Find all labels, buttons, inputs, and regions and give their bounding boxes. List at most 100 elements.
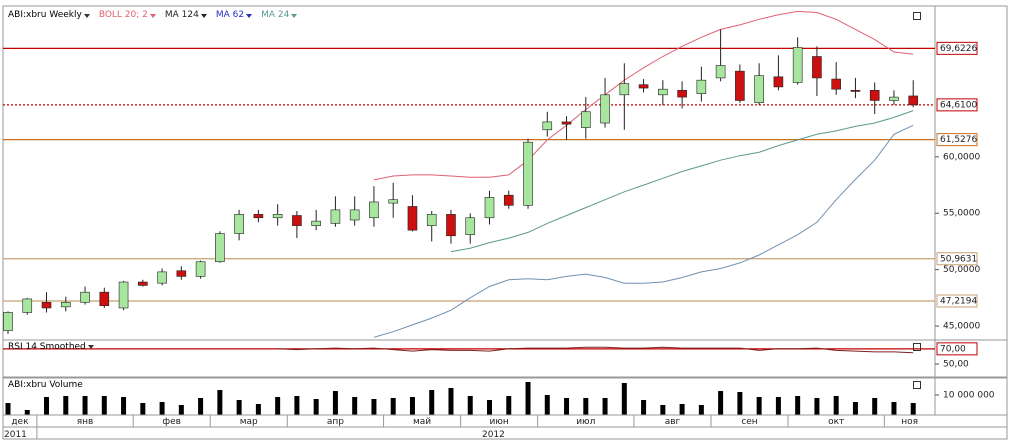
volume-bar [814, 398, 820, 415]
panel-button[interactable] [913, 381, 921, 389]
candle-body [503, 194, 514, 206]
year-label: 2012 [482, 430, 505, 440]
volume-bar [390, 398, 396, 415]
level-box [936, 252, 978, 266]
legend-item[interactable]: BOLL 20; 2 [99, 10, 156, 21]
candle-body [253, 214, 264, 219]
volume-bar [852, 402, 858, 415]
volume-bar [275, 397, 281, 415]
level-label: 69,6226 [940, 44, 977, 54]
volume-bar [718, 391, 724, 415]
level-box [936, 98, 978, 112]
volume-bar [352, 397, 358, 415]
volume-bar [371, 399, 377, 415]
bollinger-lower [373, 124, 914, 338]
candle-body [484, 197, 495, 219]
candle-body [561, 121, 572, 125]
candle-body [869, 90, 880, 101]
legend-item[interactable]: MA 24 [261, 10, 298, 21]
candle-body [715, 65, 726, 79]
volume-bar [5, 403, 11, 415]
level-box [936, 41, 978, 55]
volume-bar [217, 390, 223, 415]
volume-title: ABI:xbru Volume [8, 380, 83, 390]
volume-bar [255, 404, 261, 415]
volume-bar [891, 402, 897, 415]
candle-body [677, 90, 687, 98]
panel-title: ABI:xbru Volume [8, 380, 83, 390]
level-label: 70,00 [940, 344, 966, 354]
level-label: 47,2194 [940, 296, 977, 306]
x-tick-label: сен [741, 417, 757, 427]
volume-bar [872, 398, 878, 415]
volume-bar [63, 396, 69, 415]
volume-bar [833, 396, 839, 415]
candle-body [330, 209, 341, 224]
volume-bar [544, 395, 550, 415]
y-tick-label: 50,00 [943, 360, 969, 370]
candle-body [600, 94, 610, 124]
candle-body [850, 90, 861, 92]
volume-bar [467, 396, 473, 415]
candle-body [272, 214, 283, 219]
volume-bar [24, 410, 30, 415]
candle-body [465, 217, 476, 235]
volume-bar [313, 399, 319, 415]
candle-body [99, 291, 110, 307]
candle-body [407, 206, 418, 231]
candle-body [831, 78, 841, 90]
volume-bar [660, 405, 666, 415]
volume-bar [409, 397, 415, 415]
candle-body [157, 271, 167, 284]
volume-bar [294, 396, 300, 415]
level-label: 64,6100 [940, 100, 977, 110]
volume-bar [737, 392, 743, 415]
x-tick-label: окт [828, 417, 844, 427]
legend-label: MA 24 [261, 10, 290, 20]
level-box [936, 342, 978, 356]
candle-body [60, 302, 71, 308]
y-tick-label: 60,0000 [943, 152, 980, 162]
legend-item[interactable]: MA 62 [215, 10, 253, 21]
x-tick-label: фев [162, 417, 181, 427]
candle-body [619, 83, 630, 96]
level-box [936, 294, 978, 308]
volume-bar [159, 402, 165, 415]
y-tick-label: 10 000 000 [943, 391, 995, 401]
candle-body [658, 88, 668, 96]
volume-bar [698, 405, 704, 415]
candle-body [908, 95, 919, 106]
x-tick-label: май [413, 417, 431, 427]
candle-body [735, 70, 745, 101]
bollinger-upper [373, 10, 914, 181]
volume-bar [178, 405, 184, 415]
legend-label: MA 62 [215, 10, 245, 20]
level-box [936, 133, 978, 147]
volume-bar [602, 398, 608, 415]
panel-button[interactable] [913, 343, 921, 351]
volume-bar [775, 397, 781, 415]
candle-body [580, 111, 591, 128]
volume-bar [910, 403, 916, 415]
candle-body [311, 220, 321, 226]
volume-bar [448, 388, 454, 415]
legend-label: BOLL 20; 2 [98, 10, 148, 20]
panel-button[interactable] [913, 12, 921, 20]
x-tick-label: ноя [901, 417, 918, 427]
candle-body [195, 261, 206, 277]
rsi-title[interactable]: RSI 14 Smoothed [8, 342, 94, 352]
volume-bar [641, 400, 647, 415]
volume-bar [679, 404, 685, 415]
candle-body [369, 201, 379, 219]
level-label: 61,5276 [940, 135, 977, 145]
legend-item[interactable]: ABI:xbru Weekly [8, 10, 90, 21]
volume-bar [198, 398, 204, 415]
x-tick-label: янв [77, 417, 94, 427]
volume-bar [795, 396, 801, 415]
candle-body [41, 302, 52, 309]
legend-label: MA 124 [164, 10, 199, 20]
candle-body [638, 84, 649, 89]
x-tick-label: авг [665, 417, 681, 427]
legend-item[interactable]: MA 124 [165, 10, 207, 21]
